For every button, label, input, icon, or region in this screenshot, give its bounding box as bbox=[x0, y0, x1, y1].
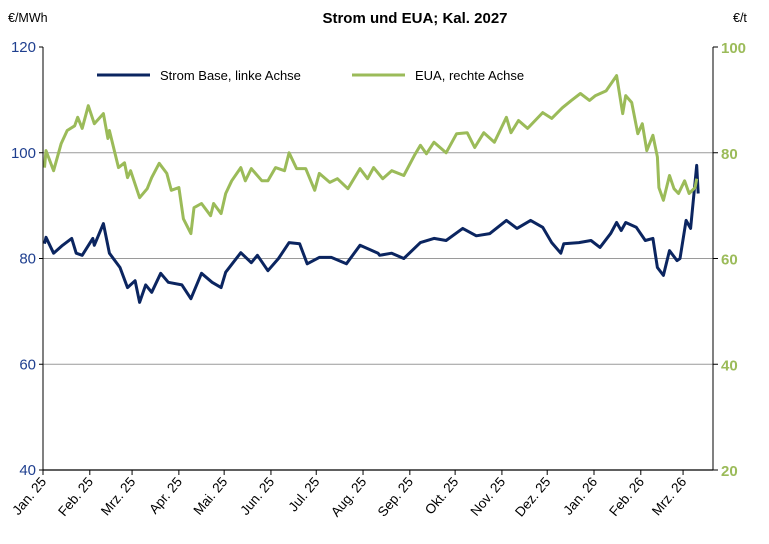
x-tick-label: Jun. 25 bbox=[237, 474, 277, 518]
x-tick-label: Jan. 26 bbox=[560, 474, 600, 518]
right-tick-label: 100 bbox=[721, 40, 746, 57]
x-tick-label: Mrz. 25 bbox=[98, 474, 138, 518]
x-tick-label: Nov. 25 bbox=[467, 474, 508, 519]
legend-label-eua: EUA, rechte Achse bbox=[415, 68, 524, 83]
x-tick-label: Jan. 25 bbox=[9, 474, 49, 518]
legend-label-strom: Strom Base, linke Achse bbox=[160, 68, 301, 83]
right-y-ticks: 20 40 60 80 100 bbox=[713, 40, 746, 480]
x-tick-label: Mai. 25 bbox=[190, 474, 230, 518]
left-tick-label: 100 bbox=[11, 145, 36, 162]
series-lines bbox=[43, 74, 700, 304]
left-tick-label: 120 bbox=[11, 39, 36, 56]
gridlines bbox=[43, 152, 713, 365]
x-tick-label: Apr. 25 bbox=[146, 474, 185, 516]
chart-title: Strom und EUA; Kal. 2027 bbox=[322, 10, 507, 27]
x-tick-label: Feb. 26 bbox=[606, 474, 647, 519]
left-y-ticks: 40 60 80 100 120 bbox=[11, 39, 43, 479]
right-tick-label: 20 bbox=[721, 463, 738, 480]
right-axis-unit: €/t bbox=[733, 11, 747, 25]
x-tick-label: Dez. 25 bbox=[512, 474, 553, 519]
legend: Strom Base, linke Achse EUA, rechte Achs… bbox=[97, 68, 524, 83]
left-tick-label: 80 bbox=[19, 251, 36, 268]
right-tick-label: 80 bbox=[721, 146, 738, 163]
x-ticks: Jan. 25 Feb. 25 Mrz. 25 Apr. 25 Mai. 25 Jun. … bbox=[9, 470, 689, 520]
left-axis-unit: €/MWh bbox=[8, 11, 48, 25]
x-tick-label: Feb. 25 bbox=[55, 474, 96, 519]
right-tick-label: 40 bbox=[721, 357, 738, 374]
x-tick-label: Jul. 25 bbox=[285, 474, 322, 514]
series-line-eua bbox=[43, 74, 699, 236]
x-tick-label: Aug. 25 bbox=[328, 474, 369, 519]
left-tick-label: 40 bbox=[19, 462, 36, 479]
x-tick-label: Mrz. 26 bbox=[649, 474, 689, 518]
right-tick-label: 60 bbox=[721, 252, 738, 269]
left-tick-label: 60 bbox=[19, 356, 36, 373]
x-tick-label: Okt. 25 bbox=[422, 474, 461, 517]
series-line-strom bbox=[43, 163, 700, 304]
x-tick-label: Sep. 25 bbox=[375, 474, 416, 519]
